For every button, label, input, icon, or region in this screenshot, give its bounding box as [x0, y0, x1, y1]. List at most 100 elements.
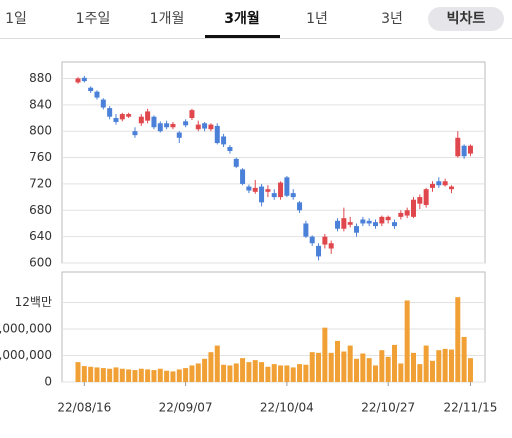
candle-body: [385, 216, 391, 221]
volume-bar: [335, 340, 341, 382]
candle-body: [157, 123, 163, 132]
volume-bar: [132, 370, 138, 382]
volume-bar: [417, 364, 423, 382]
y-tick-label: 8,000,000: [0, 321, 52, 335]
y-tick-label: 880: [29, 71, 52, 85]
candle-body: [297, 202, 303, 211]
candle-body: [259, 186, 265, 203]
volume-bar: [221, 364, 227, 382]
x-tick-label: 22/10/27: [361, 401, 415, 415]
candle-body: [284, 177, 290, 196]
y-tick-label: 720: [29, 176, 52, 190]
candle-body: [392, 222, 397, 227]
y-tick-label: 4,000,000: [0, 348, 52, 362]
volume-bar: [385, 356, 391, 382]
volume-bar: [392, 344, 397, 382]
volume-bar: [75, 362, 81, 382]
volume-bar: [240, 358, 246, 382]
candle-body: [398, 212, 404, 217]
volume-bar: [341, 351, 347, 382]
candle-body: [145, 111, 151, 121]
candle-body: [189, 110, 195, 119]
volume-bar: [322, 327, 328, 382]
candle-body: [132, 131, 138, 136]
candle-body: [429, 183, 435, 188]
volume-bar: [151, 370, 157, 382]
candle-body: [183, 121, 189, 126]
volume-bar: [373, 365, 379, 382]
tab[interactable]: 3개월: [224, 10, 260, 27]
volume-bar: [259, 362, 265, 382]
volume-bar: [233, 363, 239, 382]
candle-body: [360, 219, 366, 224]
x-tick-label: 22/10/04: [260, 401, 314, 415]
tab-underline: [205, 35, 280, 38]
y-tick-label: 760: [29, 150, 52, 164]
volume-bar: [271, 364, 277, 382]
big-chart-label[interactable]: 빅차트: [447, 10, 486, 27]
volume-bar: [214, 345, 220, 382]
volume-bar: [423, 345, 429, 382]
volume-bar: [126, 369, 132, 382]
volume-bar: [379, 350, 385, 382]
y-tick-label: 12백만: [15, 295, 52, 309]
volume-bar: [208, 352, 214, 382]
tab[interactable]: 1주일: [76, 11, 111, 27]
tab[interactable]: 1일: [5, 11, 27, 27]
tab[interactable]: 3년: [381, 11, 403, 27]
volume-bar: [119, 368, 125, 382]
candle-body: [347, 222, 353, 225]
volume-bar: [404, 300, 410, 382]
candle-body: [227, 147, 233, 151]
volume-bar: [202, 358, 208, 382]
volume-bar: [164, 370, 170, 382]
candle-body: [240, 169, 246, 184]
volume-bar: [455, 297, 461, 382]
candle-body: [467, 145, 473, 154]
volume-bar: [81, 366, 87, 382]
volume-bar: [138, 368, 144, 382]
candle-body: [423, 189, 429, 206]
y-tick-label: 640: [29, 229, 52, 243]
candle-body: [379, 216, 385, 224]
volume-bar: [398, 363, 404, 382]
candle-body: [341, 218, 347, 229]
candle-body: [366, 220, 372, 224]
tab[interactable]: 1개월: [150, 11, 185, 27]
y-tick-label: 0: [44, 375, 52, 389]
volume-bar: [328, 352, 334, 382]
candle-body: [322, 236, 328, 245]
volume-bar: [107, 368, 113, 382]
candle-body: [246, 186, 252, 191]
x-tick-label: 22/08/16: [57, 401, 111, 415]
big-chart-button[interactable]: [428, 7, 504, 31]
candle-body: [271, 193, 277, 198]
candle-body: [88, 87, 94, 91]
volume-bar: [284, 365, 290, 382]
candle-body: [94, 91, 100, 98]
candle-body: [461, 145, 467, 157]
volume-bar: [157, 368, 163, 382]
candle-body: [373, 222, 379, 227]
candle-body: [100, 99, 106, 108]
candle-body: [278, 182, 284, 198]
volume-bar: [448, 349, 454, 382]
tab[interactable]: 1년: [306, 11, 328, 27]
candle-body: [151, 116, 157, 128]
candle-body: [119, 114, 125, 120]
volume-bar: [278, 365, 284, 382]
volume-bar: [145, 369, 151, 382]
candle-body: [170, 123, 176, 128]
candle-body: [113, 118, 119, 122]
volume-bar: [100, 368, 106, 382]
candle-body: [436, 181, 442, 186]
volume-bar: [290, 367, 296, 382]
candle-body: [138, 116, 144, 124]
candle-body: [81, 77, 87, 82]
candle-body: [252, 187, 258, 192]
candle-body: [208, 124, 214, 130]
volume-bar: [265, 366, 271, 382]
candle-body: [107, 108, 113, 117]
volume-bar: [461, 336, 467, 382]
